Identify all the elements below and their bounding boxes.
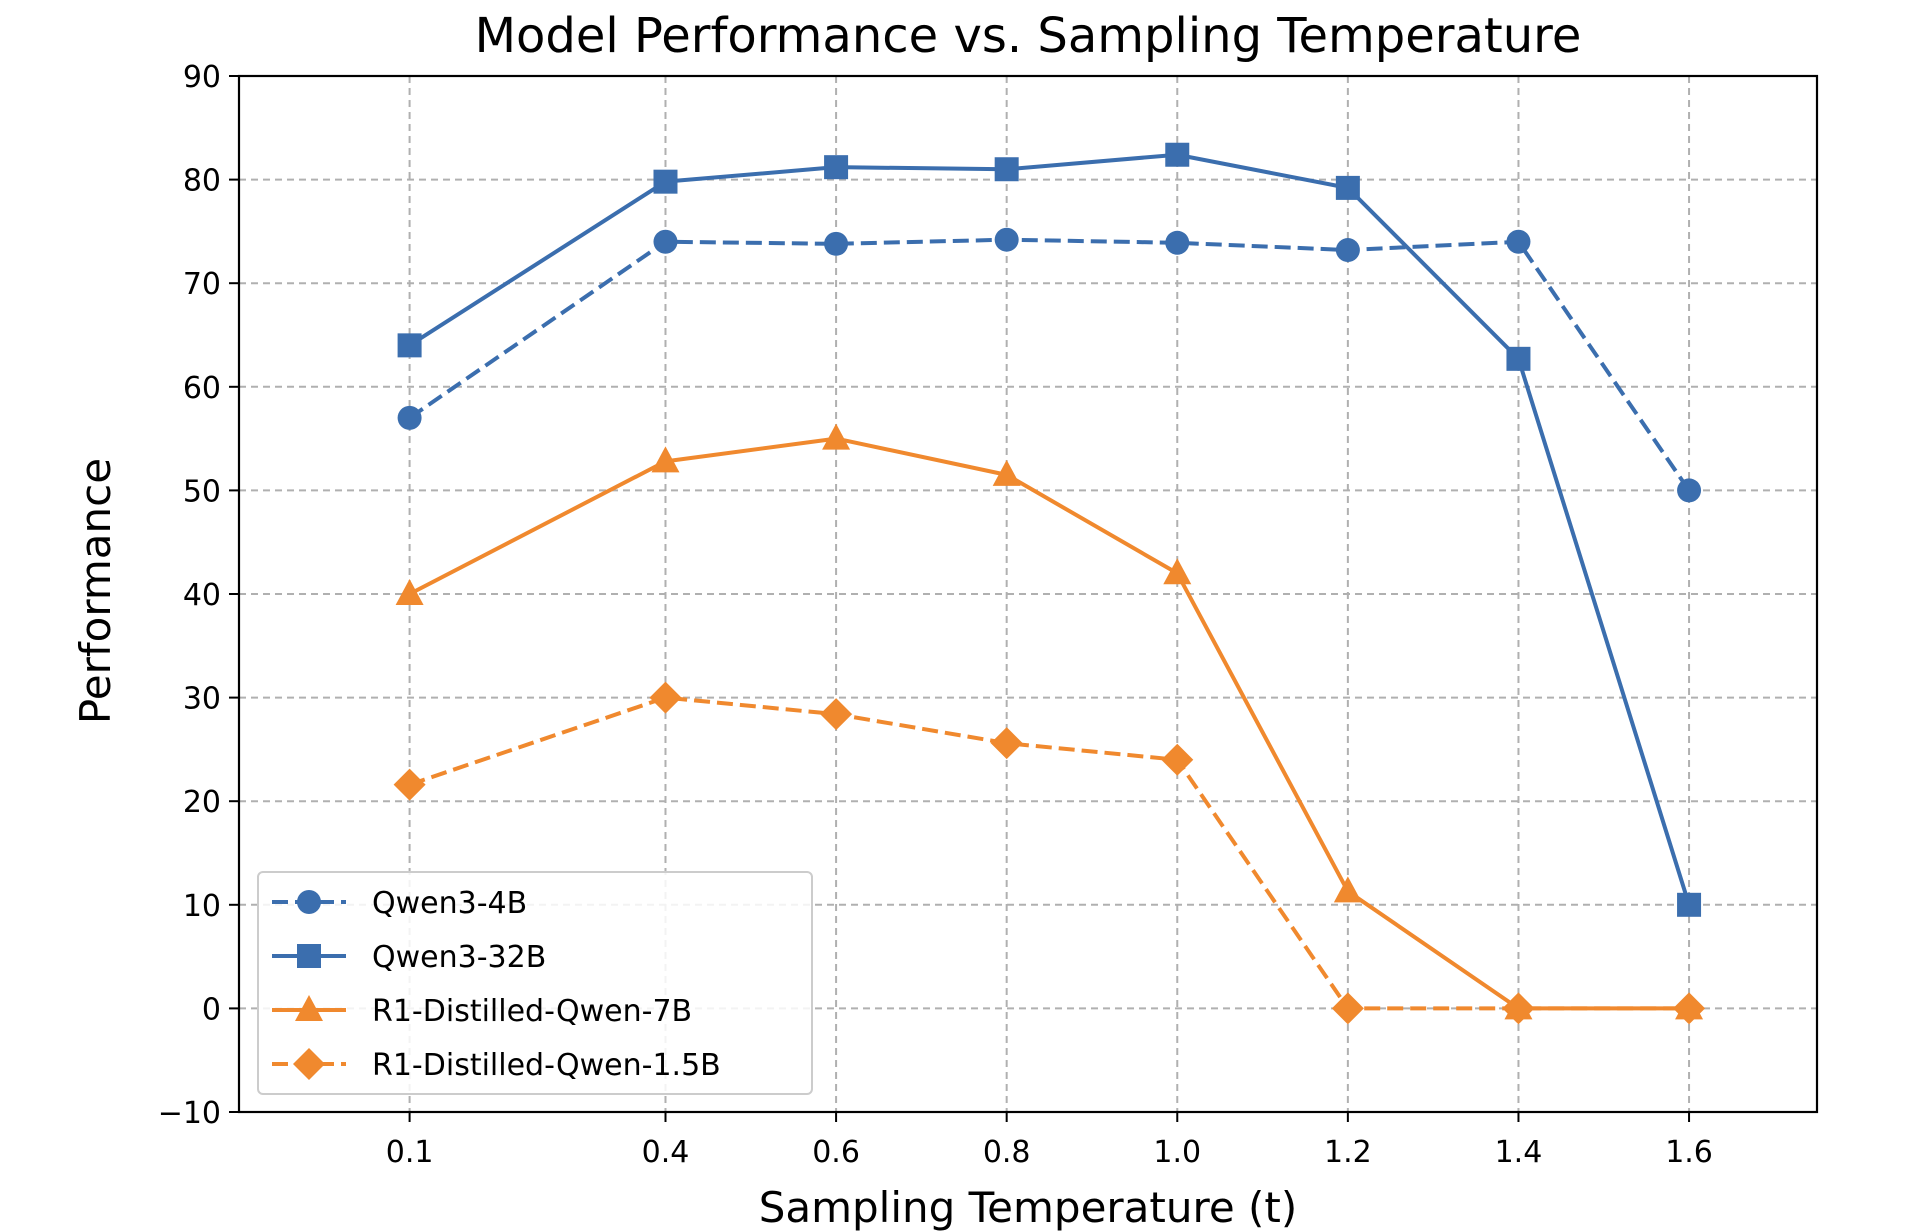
series-line <box>408 237 1691 492</box>
y-tick-label: 70 <box>183 267 221 302</box>
x-tick-label: 0.4 <box>642 1135 690 1170</box>
series-line <box>408 152 1691 906</box>
data-point <box>1335 175 1360 200</box>
legend-label: R1-Distilled-Qwen-7B <box>372 994 692 1029</box>
legend-label: Qwen3-4B <box>372 886 527 921</box>
legend-marker <box>293 1048 325 1080</box>
data-point <box>1335 238 1360 263</box>
legend-entry: R1-Distilled-Qwen-1.5B <box>272 1048 721 1083</box>
series-qwen3-32b <box>397 142 1702 917</box>
data-point <box>992 459 1021 486</box>
data-point <box>994 157 1019 182</box>
data-point <box>397 405 422 430</box>
y-tick-label: 20 <box>183 785 221 820</box>
series-line <box>408 695 1690 1011</box>
x-axis-label: Sampling Temperature (t) <box>759 1183 1298 1232</box>
data-point <box>653 229 678 254</box>
series-r1-distilled-qwen-1-5b <box>393 681 1706 1025</box>
legend-marker <box>297 890 321 914</box>
data-point <box>649 681 682 714</box>
y-tick-label: −10 <box>158 1096 221 1131</box>
data-point <box>994 227 1019 252</box>
data-point <box>1165 142 1190 167</box>
data-point <box>822 423 851 450</box>
x-tick-label: 1.4 <box>1495 1135 1543 1170</box>
series-qwen3-4b <box>397 227 1702 503</box>
legend-marker <box>295 995 323 1021</box>
data-point <box>395 579 424 605</box>
x-tick-label: 0.1 <box>386 1135 434 1170</box>
y-tick-label: 50 <box>183 474 221 509</box>
data-point <box>1677 892 1702 917</box>
data-point <box>1163 558 1192 585</box>
y-tick-label: 30 <box>183 682 221 717</box>
data-point <box>1506 229 1531 254</box>
y-tick-label: 90 <box>183 60 221 95</box>
data-point <box>651 446 680 473</box>
data-point <box>824 155 849 180</box>
legend-marker <box>297 944 321 968</box>
chart-title: Model Performance vs. Sampling Temperatu… <box>475 8 1582 64</box>
data-point <box>397 333 422 358</box>
data-point <box>653 169 678 194</box>
legend-entry: R1-Distilled-Qwen-7B <box>272 994 692 1029</box>
axis-ticks: −10 0 10 20 30 40 50 60 70 80 90 0.1 0.4 0.6 0.8 1.0 1.2… <box>158 60 1713 1170</box>
y-tick-label: 40 <box>183 578 221 613</box>
legend-label: Qwen3-32B <box>372 940 546 975</box>
x-tick-label: 1.6 <box>1665 1135 1713 1170</box>
legend-entry: Qwen3-4B <box>272 886 527 921</box>
data-point <box>820 698 853 731</box>
legend-label: R1-Distilled-Qwen-1.5B <box>372 1048 721 1083</box>
x-tick-label: 1.2 <box>1324 1135 1372 1170</box>
x-tick-label: 0.8 <box>983 1135 1031 1170</box>
y-tick-label: 60 <box>183 371 221 406</box>
data-point <box>1165 230 1190 255</box>
data-point <box>1506 346 1531 371</box>
data-point <box>1331 992 1364 1025</box>
data-point <box>1673 992 1706 1025</box>
data-point <box>1161 743 1194 776</box>
y-axis-label: Performance <box>71 458 120 724</box>
y-tick-label: 80 <box>183 164 221 199</box>
legend: Qwen3-4B Qwen3-32B R1-Distilled-Qwen-7B R1-… <box>257 871 813 1095</box>
y-tick-label: 0 <box>202 992 221 1027</box>
data-point <box>1677 478 1702 503</box>
legend-box <box>257 871 813 1095</box>
legend-entry: Qwen3-32B <box>272 940 546 975</box>
data-point <box>1333 876 1362 903</box>
data-point <box>824 231 849 256</box>
x-tick-label: 1.0 <box>1153 1135 1201 1170</box>
series-line <box>408 436 1690 1011</box>
x-tick-label: 0.6 <box>812 1135 860 1170</box>
series-layer <box>393 142 1706 1025</box>
data-point <box>1502 992 1535 1025</box>
data-point <box>990 727 1023 760</box>
data-point <box>393 768 426 801</box>
y-tick-label: 10 <box>183 889 221 924</box>
